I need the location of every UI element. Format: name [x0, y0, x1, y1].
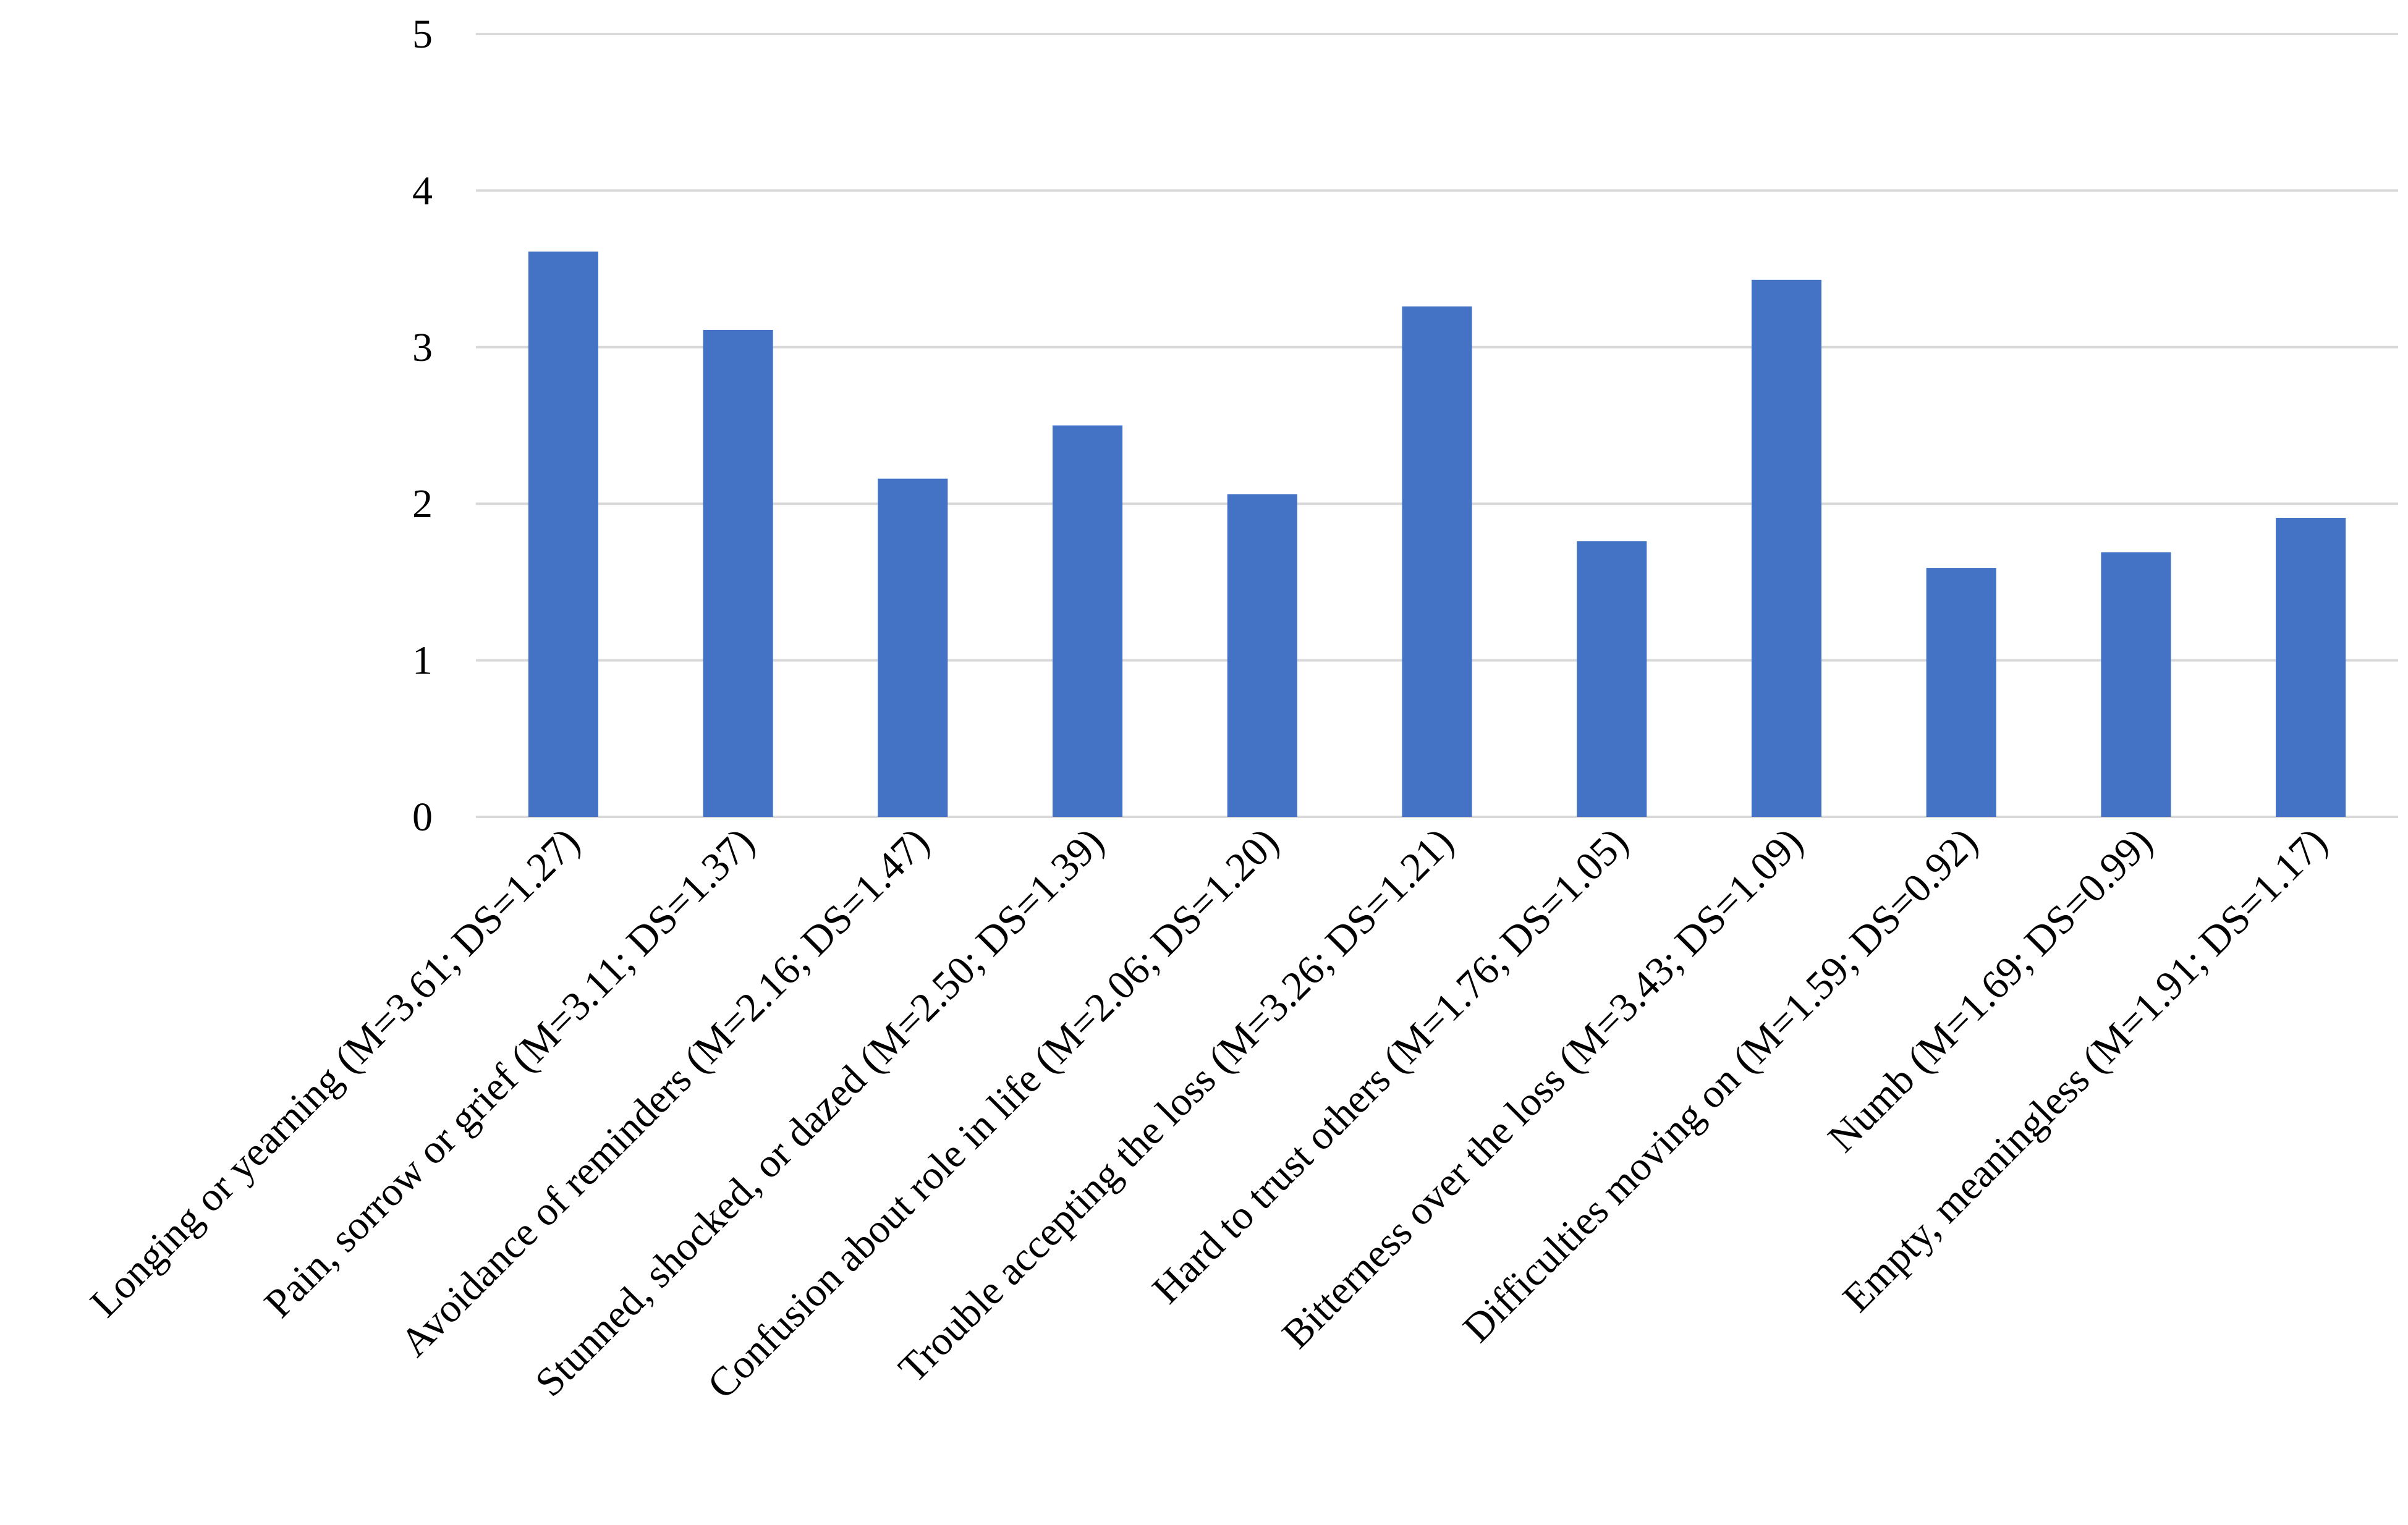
x-axis-category-labels: Longing or yearning (M=3.61; DS=1.27)Pai…: [82, 819, 2336, 1408]
bar: [1402, 306, 1472, 817]
bar: [1751, 279, 1821, 817]
bar: [1053, 425, 1123, 817]
x-category-label: Numb (M=1.69; DS=0.99): [1820, 819, 2161, 1161]
y-axis-tick-labels: 0 1 2 3 4 5: [412, 12, 433, 840]
y-tick-label: 4: [412, 168, 433, 213]
bar: [878, 478, 948, 817]
y-tick-label: 0: [412, 795, 433, 840]
bar: [2276, 518, 2346, 817]
bars: [528, 251, 2346, 817]
y-tick-label: 5: [412, 12, 433, 57]
bar: [1577, 541, 1647, 817]
y-tick-label: 3: [412, 325, 433, 370]
bar: [2101, 552, 2171, 817]
y-tick-label: 1: [412, 638, 433, 683]
bar: [1227, 494, 1297, 817]
bar: [528, 251, 598, 817]
bar: [1926, 568, 1996, 817]
y-tick-label: 2: [412, 481, 433, 526]
bar: [703, 329, 773, 817]
